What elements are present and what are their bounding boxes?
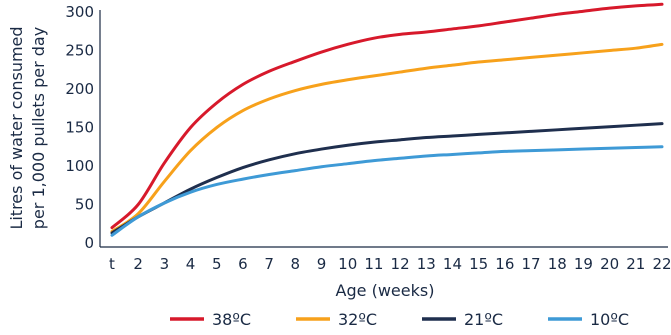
x-tick-label: 15	[469, 255, 488, 273]
y-tick-label: 150	[65, 119, 94, 137]
y-axis-title-line-1: Litres of water consumed	[7, 26, 26, 229]
x-tick-label: 6	[238, 255, 248, 273]
x-tick-label: 7	[264, 255, 274, 273]
x-tick-label: 12	[391, 255, 410, 273]
x-axis-title: Age (weeks)	[336, 281, 435, 300]
series-line-0	[110, 2, 664, 230]
x-tick-label: 16	[495, 255, 514, 273]
axes	[99, 10, 668, 248]
legend-label: 32ºC	[338, 310, 377, 329]
x-tick-label: 20	[600, 255, 619, 273]
series-line-3	[110, 145, 664, 237]
x-tick-label: 13	[417, 255, 436, 273]
x-tick-label: t	[109, 255, 115, 273]
x-tick-label: 10	[338, 255, 357, 273]
y-axis-title: Litres of water consumed per 1,000 pulle…	[7, 26, 48, 229]
x-tick-label: 17	[522, 255, 541, 273]
x-tick-label: 22	[652, 255, 671, 273]
x-axis-ticks: t 2 3 4 5 6 7 8 9 10 11 12 13 14 15 16 17 18 19 20 21 22	[109, 255, 671, 273]
series-line-2	[110, 122, 664, 235]
y-tick-label: 100	[65, 157, 94, 175]
legend-label: 38ºC	[212, 310, 251, 329]
x-tick-label: 4	[186, 255, 196, 273]
series-lines	[110, 2, 664, 237]
y-axis-ticks: 0 50 100 150 200 250 300	[65, 3, 94, 252]
y-tick-label: 250	[65, 42, 94, 60]
x-tick-label: 5	[212, 255, 222, 273]
y-axis-title-line-2: per 1,000 pullets per day	[29, 27, 48, 229]
series-line-1	[110, 42, 664, 233]
x-tick-label: 18	[548, 255, 567, 273]
y-tick-label: 50	[75, 196, 94, 214]
x-tick-label: 3	[160, 255, 170, 273]
y-tick-label: 200	[65, 80, 94, 98]
x-tick-label: 14	[443, 255, 462, 273]
x-tick-label: 8	[291, 255, 301, 273]
legend-label: 10ºC	[590, 310, 629, 329]
x-tick-label: 2	[133, 255, 143, 273]
y-tick-label: 300	[65, 3, 94, 21]
x-tick-label: 11	[364, 255, 383, 273]
x-tick-label: 9	[317, 255, 327, 273]
x-tick-label: 21	[626, 255, 645, 273]
legend-label: 21ºC	[464, 310, 503, 329]
legend: 38ºC 32ºC 21ºC 10ºC	[170, 310, 629, 329]
y-tick-label: 0	[84, 234, 94, 252]
x-tick-label: 19	[574, 255, 593, 273]
